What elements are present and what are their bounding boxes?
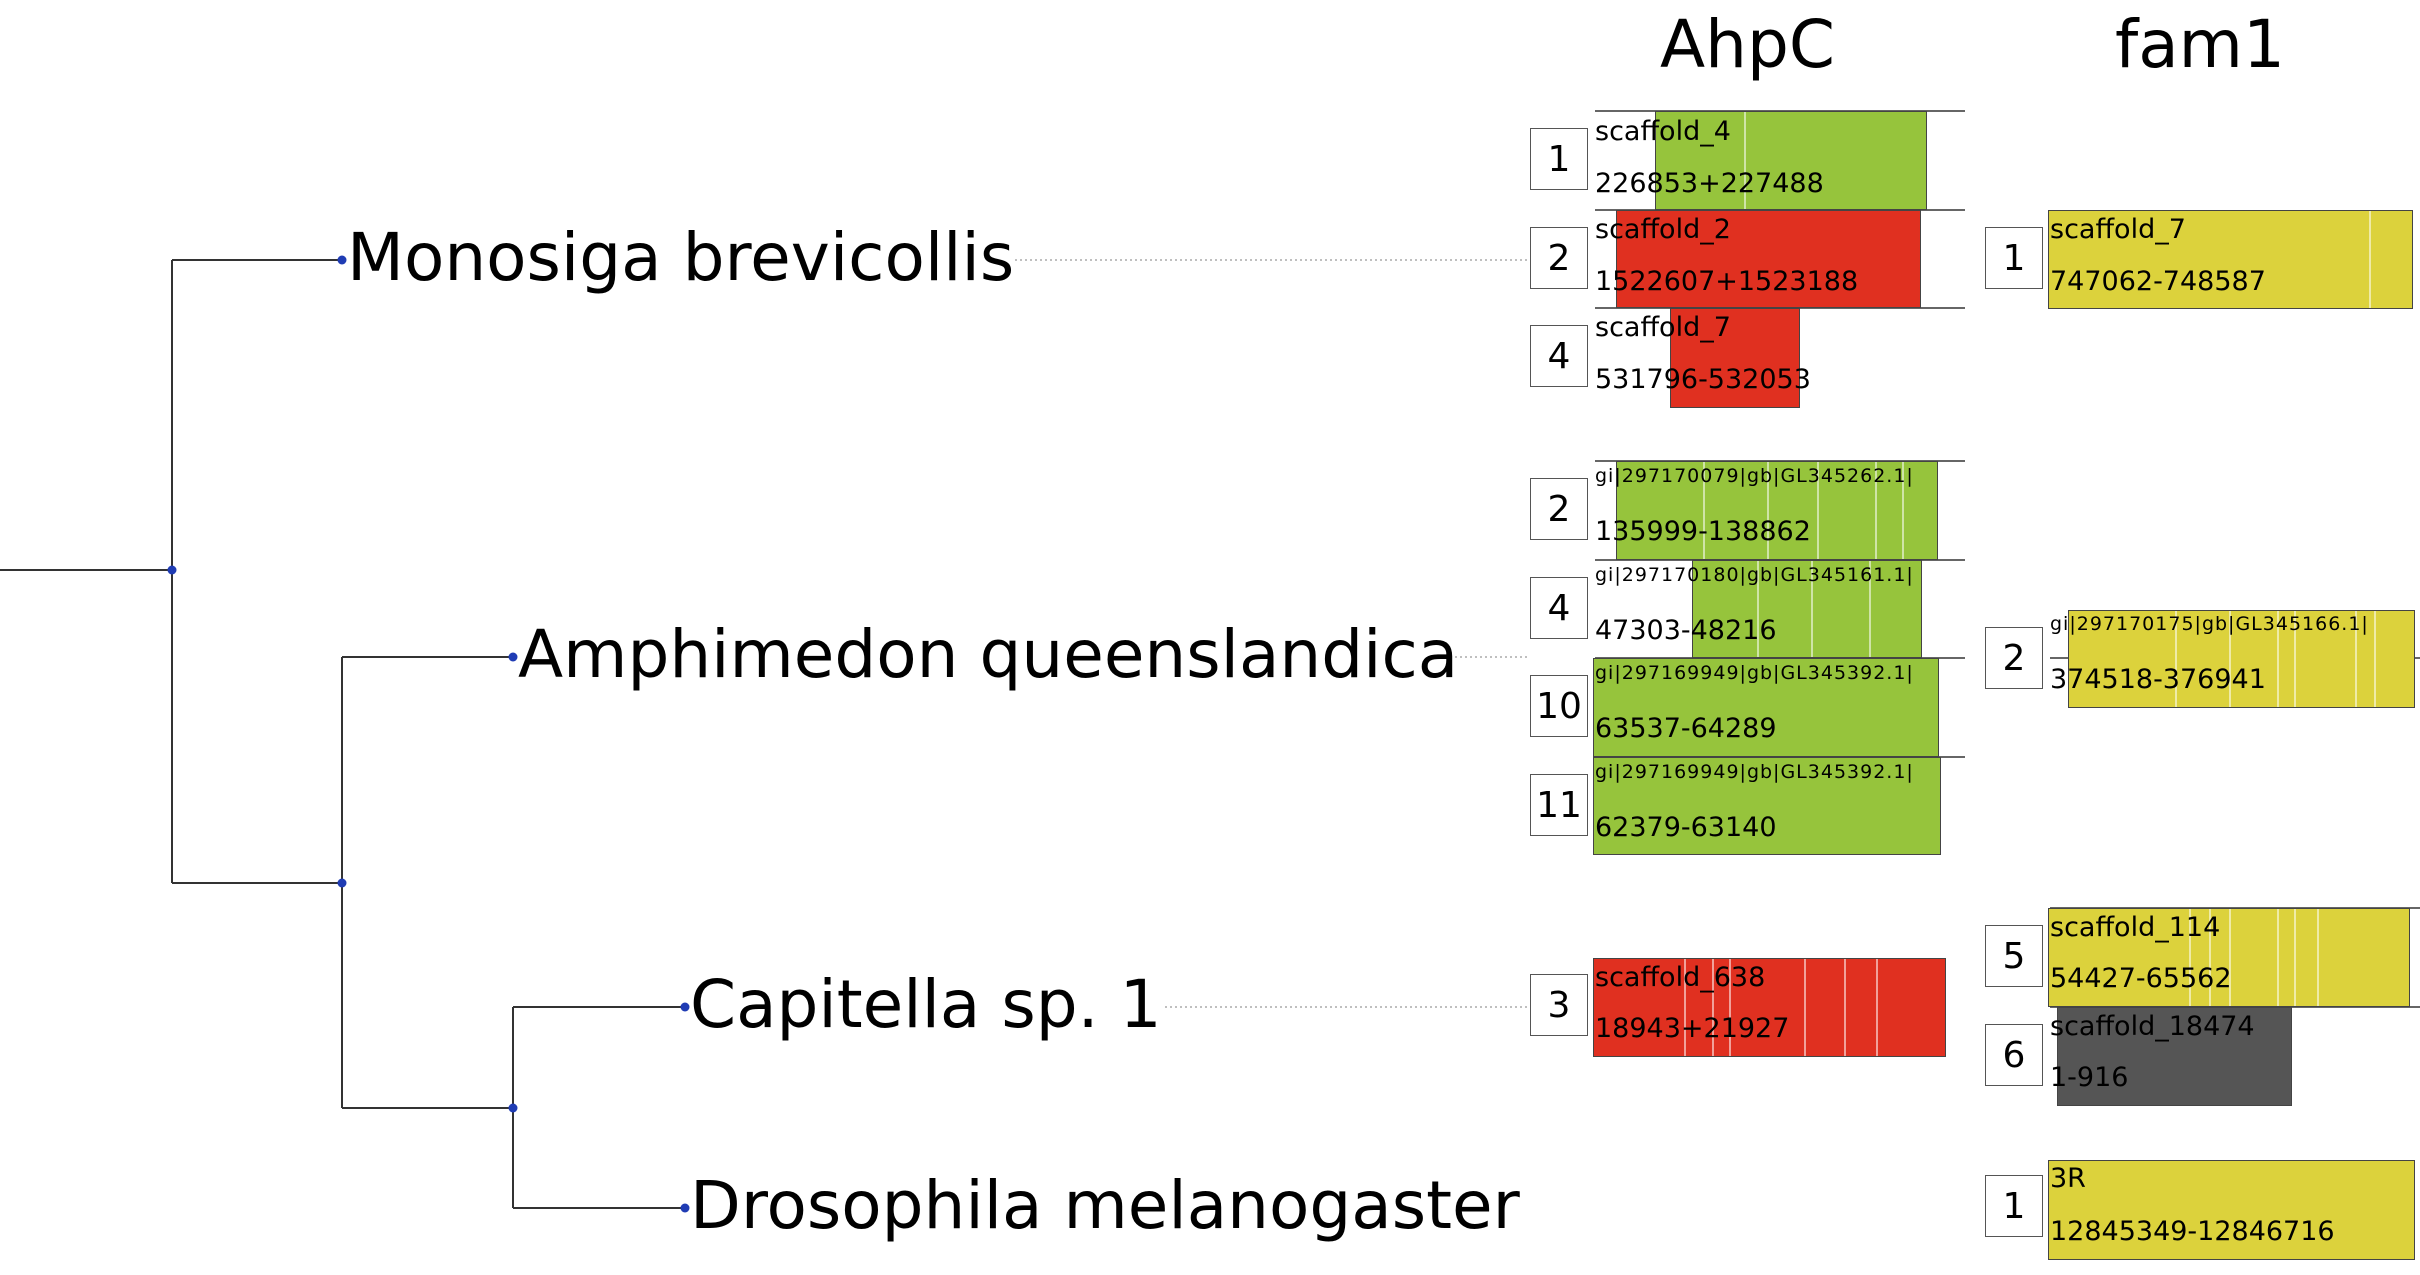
hit-number-box: 2	[1985, 627, 2043, 689]
hit-scaffold-label: scaffold_4	[1595, 116, 1731, 147]
ahpc-hit-bar-green	[1692, 560, 1922, 658]
hit-number-box: 4	[1530, 325, 1588, 387]
fam1-hit-bar-yellow	[2048, 1160, 2415, 1260]
hit-range-label: 1522607+1523188	[1595, 266, 1859, 297]
hit-scaffold-label: scaffold_7	[1595, 312, 1731, 343]
hit-scaffold-label: gi|297170175|gb|GL345166.1|	[2050, 613, 2369, 635]
ahpc-hit-bar-red	[1593, 958, 1946, 1057]
hit-number-box: 3	[1530, 974, 1588, 1036]
hit-scaffold-label: gi|297170079|gb|GL345262.1|	[1595, 465, 1914, 487]
species-label-monosiga: Monosiga brevicollis	[347, 219, 1015, 296]
fam1-hit-bar-yellow	[2048, 908, 2410, 1007]
hit-scaffold-label: 3R	[2050, 1163, 2086, 1194]
fam1-hit-bar-yellow	[2068, 610, 2415, 708]
hit-range-label: 226853+227488	[1595, 168, 1824, 199]
hit-scaffold-label: scaffold_18474	[2050, 1011, 2255, 1042]
hit-scaffold-label: scaffold_2	[1595, 214, 1731, 245]
tree-node-root	[167, 565, 177, 575]
hit-scaffold-label: scaffold_7	[2050, 214, 2186, 245]
hit-number-box: 2	[1530, 478, 1588, 540]
hit-scaffold-label: scaffold_638	[1595, 962, 1766, 993]
hit-number-box: 11	[1530, 774, 1588, 836]
hit-range-label: 374518-376941	[2050, 664, 2266, 695]
column-title-fam1: fam1	[2115, 6, 2285, 83]
hit-range-label: 54427-65562	[2050, 963, 2232, 994]
hit-scaffold-label: gi|297169949|gb|GL345392.1|	[1595, 662, 1914, 684]
fam1-hit-bar-dark	[2057, 1007, 2292, 1106]
species-label-amphimedon: Amphimedon queenslandica	[518, 616, 1459, 693]
hit-scaffold-label: gi|297169949|gb|GL345392.1|	[1595, 761, 1914, 783]
hit-scaffold-label: scaffold_114	[2050, 912, 2221, 943]
ahpc-hit-bar-red	[1616, 210, 1921, 308]
hit-number-box: 4	[1530, 577, 1588, 639]
species-label-capitella: Capitella sp. 1	[690, 966, 1162, 1043]
hit-number-box: 1	[1530, 128, 1588, 190]
tree-leaf-node-monosiga	[337, 255, 347, 265]
hit-number-box: 2	[1530, 227, 1588, 289]
hit-range-label: 63537-64289	[1595, 713, 1777, 744]
ahpc-hit-bar-red	[1670, 308, 1800, 408]
hit-number-box: 5	[1985, 925, 2043, 987]
hit-range-label: 747062-748587	[2050, 266, 2266, 297]
hit-range-label: 1-916	[2050, 1062, 2129, 1093]
species-label-drosophila: Drosophila melanogaster	[690, 1167, 1520, 1244]
ahpc-hit-bar-green	[1593, 658, 1939, 757]
hit-range-label: 531796-532053	[1595, 364, 1811, 395]
tree-leaf-node-capitella	[680, 1002, 690, 1012]
ahpc-hit-bar-green	[1593, 757, 1941, 855]
fam1-hit-bar-yellow	[2048, 210, 2413, 309]
hit-number-box: 10	[1530, 675, 1588, 737]
hit-scaffold-label: gi|297170180|gb|GL345161.1|	[1595, 564, 1914, 586]
hit-range-label: 18943+21927	[1595, 1013, 1790, 1044]
hit-range-label: 135999-138862	[1595, 516, 1811, 547]
hit-number-box: 1	[1985, 227, 2043, 289]
ahpc-hit-bar-green	[1655, 111, 1927, 210]
hit-number-box: 1	[1985, 1175, 2043, 1237]
hit-number-box: 6	[1985, 1024, 2043, 1086]
tree-node-inner1	[337, 878, 347, 888]
tree-leaf-node-drosophila	[680, 1203, 690, 1213]
ahpc-hit-bar-green	[1616, 461, 1938, 560]
hit-range-label: 62379-63140	[1595, 812, 1777, 843]
hit-range-label: 47303-48216	[1595, 615, 1777, 646]
tree-leaf-node-amphimedon	[508, 652, 518, 662]
tree-node-inner2	[508, 1103, 518, 1113]
hit-range-label: 12845349-12846716	[2050, 1216, 2335, 1247]
column-title-ahpc: AhpC	[1660, 6, 1835, 83]
